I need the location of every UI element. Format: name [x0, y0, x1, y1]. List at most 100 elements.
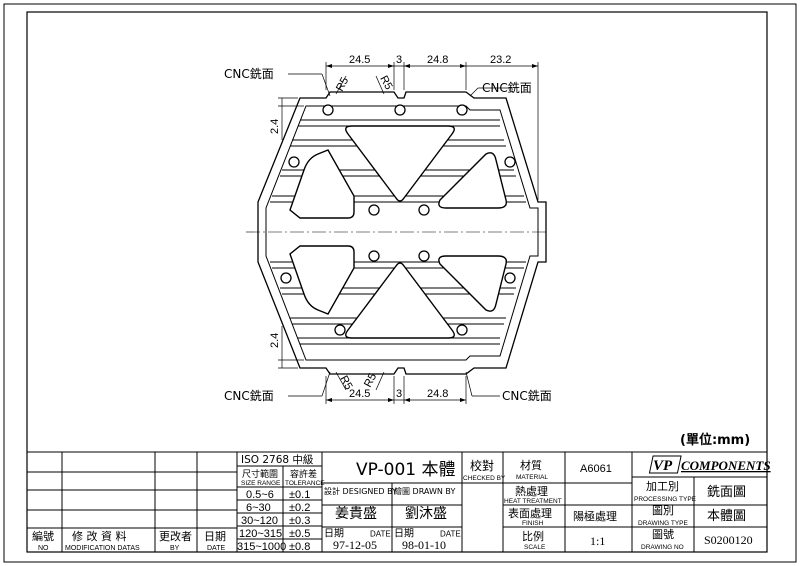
- tolerance-header-en: TOLERANCE: [285, 480, 325, 487]
- rev-header-date-en: DATE: [207, 545, 225, 552]
- drawing-type-value: 本體圖: [707, 509, 746, 524]
- title-block-grid: [26, 451, 768, 553]
- part-name: VP-001 本體: [356, 460, 456, 480]
- tolerance-range: 6~30: [246, 502, 271, 514]
- dim-top-2: 3: [396, 54, 402, 66]
- finish-value: 陽極處理: [573, 509, 617, 523]
- pin-hole: [504, 272, 516, 284]
- tolerance-value: ±0.1: [289, 489, 310, 501]
- company-name: COMPONENTS: [681, 458, 771, 473]
- size-range-header-en: SIZE RANGE: [241, 480, 281, 487]
- pin-hole: [418, 204, 430, 216]
- checked-by-label-en: CHECKED BY: [463, 475, 506, 482]
- material-label-en: MATERIAL: [516, 474, 548, 481]
- pin-hole: [368, 204, 380, 216]
- drawn-by-label: 繪圖 DRAWN BY: [394, 486, 455, 496]
- drawing-no-label-en: DRAWING NO: [641, 544, 684, 551]
- cnc-note: CNC銑面: [502, 388, 552, 403]
- drawing-no-label-zh: 圖號: [652, 528, 674, 541]
- pin-hole: [368, 250, 380, 262]
- rev-header-mod-zh: 修 改 資 料: [72, 529, 127, 543]
- tolerance-table: ISO 2768 中級 尺寸範圍 SIZE RANGE 容許差 TOLERANC…: [237, 453, 325, 553]
- dim-top-3: 24.8: [427, 54, 448, 66]
- pedal-body-view: [246, 91, 548, 375]
- processing-type-label-zh: 加工別: [646, 480, 679, 493]
- pocket-left-top: [289, 149, 355, 219]
- pocket-left-bottom: [289, 245, 355, 315]
- tolerance-value: ±0.5: [289, 528, 310, 540]
- checked-by-label-zh: 校對: [470, 458, 494, 473]
- processing-type-value: 銑面圖: [707, 484, 746, 500]
- rev-header-no-en: NO: [38, 545, 49, 552]
- design-date-label-zh: 日期: [324, 527, 344, 539]
- processing-type-label-en: PROCESSING TYPE: [634, 496, 697, 503]
- designed-by-label: 設計 DESIGNED BY: [324, 486, 397, 496]
- dim-bottom-2: 3: [396, 388, 402, 400]
- pocket-top-triangle: [345, 125, 455, 202]
- tolerance-header-zh: 容許差: [290, 468, 317, 480]
- dim-top-4: 23.2: [490, 54, 511, 66]
- drafter-name: 劉沐盛: [405, 506, 447, 522]
- dim-side-top: 2.4: [269, 119, 281, 134]
- tolerance-range: 120~315: [239, 528, 282, 540]
- tolerance-range: 0.5~6: [246, 489, 274, 501]
- part-info: VP-001 本體 設計 DESIGNED BY 繪圖 DRAWN BY 姜貴盛…: [324, 458, 506, 552]
- rev-header-mod-en: MODIFICATION DATAS: [65, 545, 140, 552]
- design-date: 97-12-05: [333, 538, 377, 552]
- rev-header-date-zh: 日期: [204, 530, 226, 543]
- dim-top-1: 24.5: [349, 54, 370, 66]
- scale-label-en: SCALE: [524, 544, 546, 551]
- pedal-inner-profile: [265, 105, 539, 361]
- tolerance-range: 315~1000: [237, 541, 286, 553]
- pedal-outer-profile: [257, 91, 547, 375]
- material-value: A6061: [580, 463, 612, 475]
- rev-header-no-zh: 編號: [32, 529, 54, 543]
- drawn-date: 98-01-10: [402, 538, 446, 552]
- pin-hole: [456, 324, 468, 336]
- pin-hole: [280, 272, 292, 284]
- cnc-note: CNC銑面: [482, 80, 532, 95]
- sheet-outer-border: [3, 3, 797, 563]
- pin-holes: [280, 104, 516, 336]
- heat-treatment-label-zh: 熱處理: [515, 484, 548, 498]
- revision-headers: 編號 NO 修 改 資 料 MODIFICATION DATAS 更改者 BY …: [32, 529, 226, 552]
- pocket-right-bottom: [438, 255, 508, 312]
- dimension-arrows: [326, 64, 538, 402]
- drawn-date-label-zh: 日期: [394, 527, 414, 539]
- tolerance-value: ±0.8: [289, 541, 310, 553]
- cnc-note: CNC銑面: [224, 66, 274, 81]
- designer-name: 姜貴盛: [335, 506, 377, 522]
- vp-logo-icon: VP: [648, 455, 682, 474]
- rev-header-by-en: BY: [170, 545, 180, 552]
- radius-label: R5: [362, 371, 379, 389]
- drawn-date-label-en: DATE: [440, 530, 461, 539]
- drawing-type-label-zh: 圖別: [652, 504, 674, 517]
- cnc-note: CNC銑面: [224, 388, 274, 403]
- tolerance-value: ±0.2: [289, 502, 310, 514]
- radius-label: R5: [334, 75, 351, 93]
- dimensions: [278, 62, 539, 404]
- pin-hole: [334, 324, 346, 336]
- pin-hole: [322, 104, 334, 116]
- scale-label-zh: 比例: [522, 529, 544, 543]
- tolerance-range: 30~120: [241, 515, 278, 527]
- scale-value: 1:1: [590, 534, 605, 548]
- pin-hole: [504, 156, 516, 168]
- iso-standard-title: ISO 2768 中級: [241, 453, 314, 466]
- dim-bottom-1: 24.5: [349, 388, 370, 400]
- pin-hole: [288, 156, 300, 168]
- radius-label: R5: [377, 74, 394, 92]
- pin-hole: [418, 250, 430, 262]
- tolerance-value: ±0.3: [289, 515, 310, 527]
- dim-bottom-3: 24.8: [427, 388, 448, 400]
- radius-label: R5: [337, 374, 354, 392]
- heat-treatment-label-en: HEAT TREATMENT: [504, 498, 562, 505]
- pocket-bottom-triangle: [345, 262, 455, 339]
- finish-label-en: FINISH: [522, 520, 544, 527]
- drawing-no-value: S0200120: [704, 533, 753, 547]
- pocket-right-top: [438, 152, 508, 209]
- vp-logo-text: VP: [653, 458, 673, 474]
- unit-note: (單位:mm): [680, 432, 750, 448]
- pin-hole: [394, 104, 406, 116]
